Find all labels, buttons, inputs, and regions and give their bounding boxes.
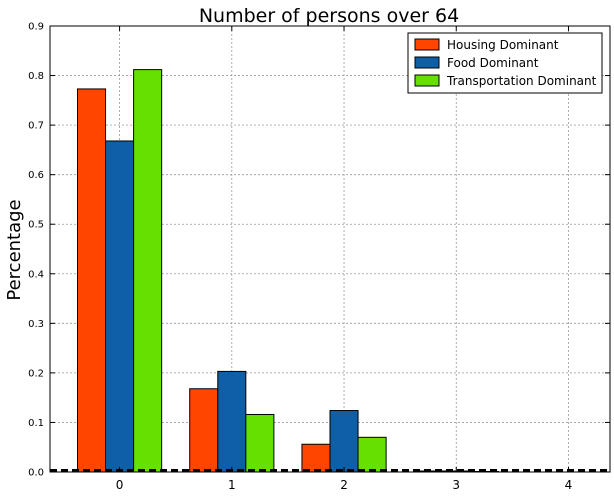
y-tick-label: 0.3 (28, 319, 44, 330)
y-tick-label: 0.9 (28, 22, 44, 33)
bar-1-2 (329, 410, 359, 473)
bar-2-2 (357, 436, 387, 473)
bar-1-0 (105, 140, 135, 473)
legend-swatch (414, 74, 440, 87)
y-tick-label: 0.1 (28, 418, 44, 429)
chart-title: Number of persons over 64 (199, 5, 459, 27)
bar-0-2 (301, 443, 331, 473)
y-tick-label: 0.0 (28, 468, 44, 479)
bar-2-1 (245, 414, 275, 473)
plot-frame (49, 25, 611, 473)
legend: Housing Dominant Food Dominant Transportat… (407, 32, 603, 94)
legend-box (407, 32, 603, 94)
y-tick-label: 0.7 (28, 121, 44, 132)
bar-0-0 (76, 88, 107, 473)
legend-label: Transportation Dominant (446, 74, 597, 88)
y-tick-label: 0.8 (28, 71, 44, 82)
legend-swatch (414, 38, 440, 51)
bar-2-0 (133, 69, 163, 473)
y-tick-label: 0.4 (28, 269, 44, 280)
x-tick-label: 0 (116, 478, 124, 492)
y-tick-label: 0.2 (28, 368, 44, 379)
y-tick-label: 0.6 (28, 170, 44, 181)
legend-label: Housing Dominant (447, 38, 559, 52)
y-axis-label: Percentage (4, 199, 25, 300)
bar-0-1 (189, 388, 219, 473)
plot-area: 0.0 0.1 0.2 0.3 0.4 0.5 0.6 0.7 0.8 0.9 0 1 2 3 4 (28, 22, 611, 492)
x-tick-label: 2 (340, 478, 348, 492)
y-tick-label: 0.5 (28, 220, 44, 231)
bar-1-1 (217, 370, 247, 473)
x-tick-label: 1 (228, 478, 236, 492)
x-tick-label: 3 (452, 478, 460, 492)
legend-label: Food Dominant (447, 56, 539, 70)
legend-swatch (414, 56, 440, 69)
x-tick-label: 4 (565, 478, 573, 492)
